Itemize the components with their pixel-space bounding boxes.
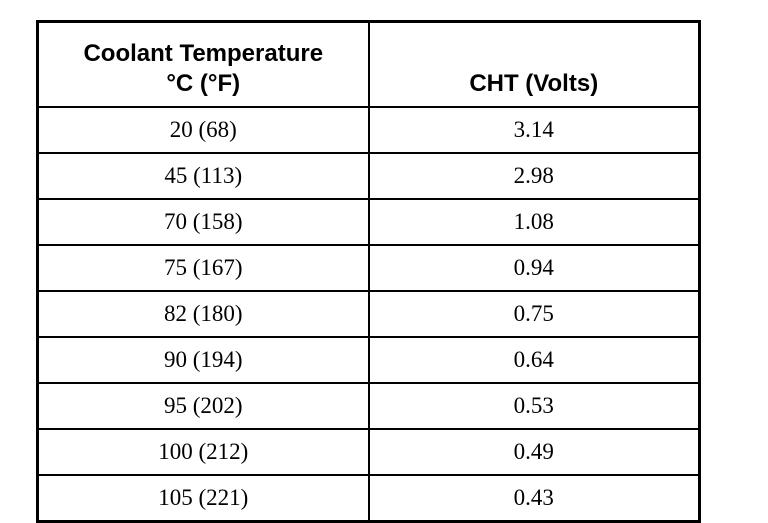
temp-cell: 90 (194) bbox=[36, 336, 370, 384]
temp-cell: 75 (167) bbox=[36, 244, 370, 292]
table-row: 105 (221) 0.43 bbox=[36, 474, 701, 523]
coolant-temperature-header: Coolant Temperature °C (°F) bbox=[36, 20, 370, 108]
table-row: 70 (158) 1.08 bbox=[36, 198, 701, 246]
volts-cell: 0.53 bbox=[367, 382, 701, 430]
table-row: 100 (212) 0.49 bbox=[36, 428, 701, 476]
temp-cell: 20 (68) bbox=[36, 106, 370, 154]
temp-cell: 70 (158) bbox=[36, 198, 370, 246]
table-row: 95 (202) 0.53 bbox=[36, 382, 701, 430]
header-row: Coolant Temperature °C (°F) CHT (Volts) bbox=[36, 20, 701, 108]
temp-cell: 82 (180) bbox=[36, 290, 370, 338]
volts-cell: 3.14 bbox=[367, 106, 701, 154]
table-body: 20 (68) 3.14 45 (113) 2.98 70 (158) 1.08… bbox=[36, 106, 701, 523]
temp-cell: 105 (221) bbox=[36, 474, 370, 523]
coolant-temperature-header-line1: Coolant Temperature bbox=[83, 40, 324, 67]
volts-cell: 1.08 bbox=[367, 198, 701, 246]
table-row: 90 (194) 0.64 bbox=[36, 336, 701, 384]
cht-volts-header: CHT (Volts) bbox=[367, 20, 701, 108]
table-row: 82 (180) 0.75 bbox=[36, 290, 701, 338]
coolant-cht-table: Coolant Temperature °C (°F) CHT (Volts) … bbox=[36, 20, 701, 523]
temp-cell: 45 (113) bbox=[36, 152, 370, 200]
volts-cell: 0.94 bbox=[367, 244, 701, 292]
table-header: Coolant Temperature °C (°F) CHT (Volts) bbox=[36, 20, 701, 108]
volts-cell: 0.75 bbox=[367, 290, 701, 338]
coolant-temperature-header-line2: °C (°F) bbox=[166, 70, 241, 97]
temp-cell: 95 (202) bbox=[36, 382, 370, 430]
volts-cell: 2.98 bbox=[367, 152, 701, 200]
table-row: 75 (167) 0.94 bbox=[36, 244, 701, 292]
temp-cell: 100 (212) bbox=[36, 428, 370, 476]
volts-cell: 0.43 bbox=[367, 474, 701, 523]
table-row: 20 (68) 3.14 bbox=[36, 106, 701, 154]
volts-cell: 0.64 bbox=[367, 336, 701, 384]
table-row: 45 (113) 2.98 bbox=[36, 152, 701, 200]
volts-cell: 0.49 bbox=[367, 428, 701, 476]
